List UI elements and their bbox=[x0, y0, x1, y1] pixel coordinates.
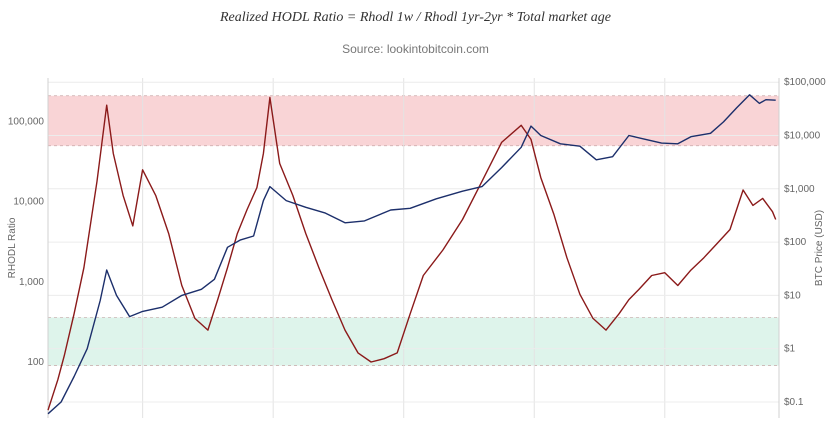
right-tick-label: $10 bbox=[784, 290, 801, 301]
left-tick-label: 10,000 bbox=[13, 197, 44, 208]
right-tick-label: $1,000 bbox=[784, 184, 815, 195]
chart-subtitle: Source: lookintobitcoin.com bbox=[342, 42, 489, 56]
btc-price-line bbox=[47, 94, 776, 415]
left-tick-label: 100 bbox=[27, 357, 44, 368]
right-tick-label: $100 bbox=[784, 237, 807, 248]
rhodl-ratio-line bbox=[47, 96, 777, 411]
left-tick-label: 100,000 bbox=[8, 117, 45, 128]
right-tick-label: $1 bbox=[784, 344, 796, 355]
right-tick-label: $100,000 bbox=[784, 77, 826, 88]
right-axis-title: BTC Price (USD) bbox=[814, 210, 825, 286]
chart-title: Realized HODL Ratio = Rhodl 1w / Rhodl 1… bbox=[219, 10, 612, 25]
right-tick-label: $10,000 bbox=[784, 131, 821, 142]
right-tick-label: $0.1 bbox=[784, 397, 804, 408]
left-tick-label: 1,000 bbox=[19, 277, 44, 288]
zone-bottom bbox=[48, 317, 779, 366]
left-axis-title: RHODL Ratio bbox=[7, 217, 18, 278]
zone-top bbox=[48, 95, 779, 146]
